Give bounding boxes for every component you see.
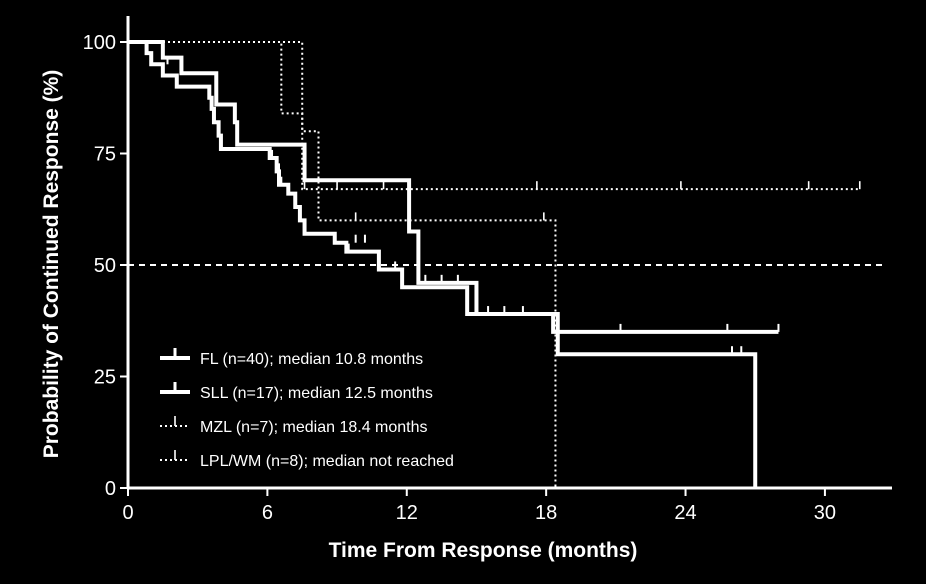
series-lpl-wm-curve: [128, 41, 860, 191]
legend: FL (n=40); median 10.8 months SLL (n=17);…: [160, 348, 454, 470]
y-tick-label: 75: [94, 144, 116, 166]
legend-label: FL (n=40); median 10.8 months: [200, 351, 423, 368]
plot-area: [128, 40, 886, 488]
x-tick-label: 0: [122, 502, 133, 524]
x-tick-label: 24: [674, 502, 696, 524]
legend-item-mzl: MZL (n=7); median 18.4 months: [160, 416, 428, 436]
legend-label: LPL/WM (n=8); median not reached: [200, 453, 454, 470]
legend-label: MZL (n=7); median 18.4 months: [200, 419, 428, 436]
x-tick-label: 12: [396, 502, 418, 524]
x-tick-label: 18: [535, 502, 557, 524]
y-tick-label: 100: [83, 32, 116, 54]
series-fl-curve: [128, 40, 779, 334]
x-tick-label: 6: [262, 502, 273, 524]
series-sll-curve: [128, 40, 758, 488]
x-tick-label: 30: [814, 502, 836, 524]
legend-item-sll: SLL (n=17); median 12.5 months: [160, 382, 433, 402]
axes: 0 6 12 18 24 30 0 25 50 75 100: [83, 16, 892, 524]
y-tick-label: 0: [105, 478, 116, 500]
x-axis-title: Time From Response (months): [329, 539, 638, 562]
y-tick-label: 25: [94, 367, 116, 389]
legend-label: SLL (n=17); median 12.5 months: [200, 385, 433, 402]
y-axis-title: Probability of Continued Response (%): [40, 70, 63, 459]
legend-item-fl: FL (n=40); median 10.8 months: [160, 348, 423, 368]
y-axis-ticks: 0 25 50 75 100: [83, 32, 128, 500]
legend-item-lpl-wm: LPL/WM (n=8); median not reached: [160, 450, 454, 470]
y-tick-label: 50: [94, 255, 116, 277]
x-axis-ticks: 0 6 12 18 24 30: [122, 488, 836, 524]
